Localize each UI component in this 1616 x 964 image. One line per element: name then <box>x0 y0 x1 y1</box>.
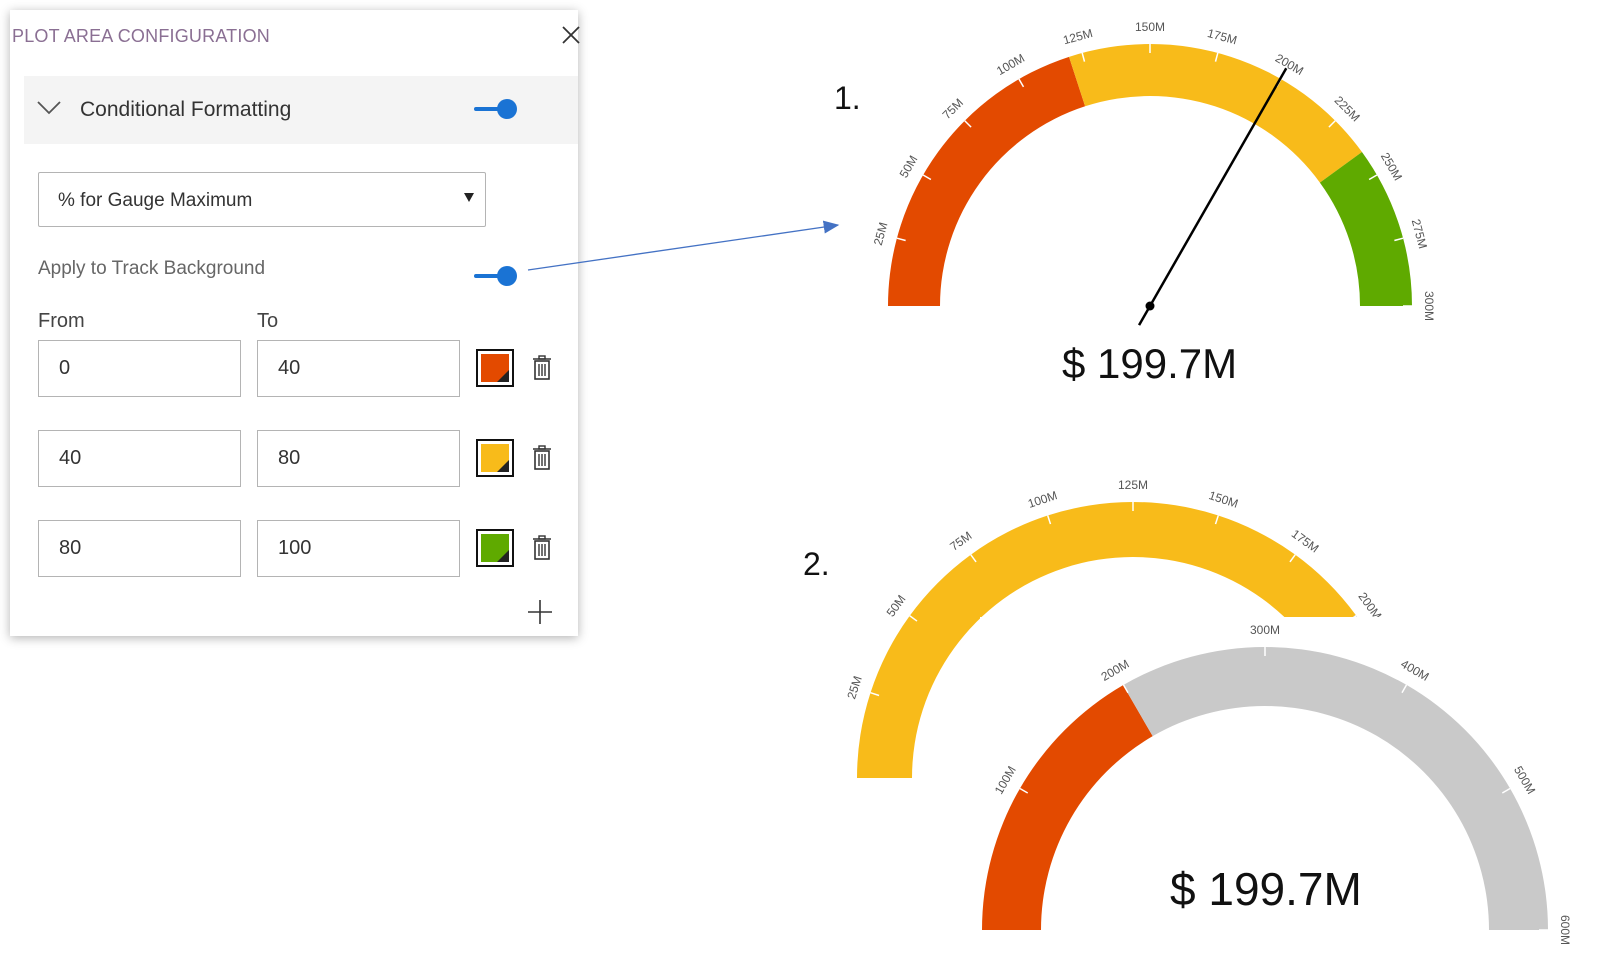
range-3-to-input[interactable] <box>257 520 460 577</box>
gauge-3-tick-label: 200M <box>1099 657 1132 684</box>
gauge-2-band-1 <box>857 501 1356 778</box>
gauge-1-tick-3 <box>964 120 972 128</box>
from-column-label: From <box>38 310 85 332</box>
range-2-color-picker[interactable] <box>476 439 514 477</box>
gauge-3-tick-5 <box>1501 787 1511 794</box>
range-3-color-picker[interactable] <box>476 529 514 567</box>
gauge-3-band-1 <box>982 685 1153 930</box>
gauge-1-tick-label: 150M <box>1135 20 1165 34</box>
conditional-formatting-toggle[interactable] <box>472 98 518 120</box>
gauge-1-tick-11 <box>1394 237 1404 242</box>
gauge-2-tick-1 <box>870 691 880 697</box>
toggle-knob <box>497 266 517 286</box>
chevron-down-icon <box>37 101 61 115</box>
figure-label-2: 2. <box>803 546 830 582</box>
gauge-1-tick-label: 25M <box>871 221 891 247</box>
gauge-1-value-label: $ 199.7M <box>1062 340 1238 387</box>
gauge-1-tick-4 <box>1018 78 1025 88</box>
apply-track-background-label: Apply to Track Background <box>38 258 266 279</box>
gauge-2-tick-label: 25M <box>844 674 865 701</box>
gauge-2-tick-label: 125M <box>1118 478 1148 492</box>
close-button[interactable] <box>560 24 582 46</box>
gauge-1-band-1 <box>888 56 1086 306</box>
range-3-from-input[interactable] <box>38 520 241 577</box>
plot-area-configuration-panel: PLOT AREA CONFIGURATION Conditional Form… <box>10 10 580 636</box>
range-1-to-input[interactable] <box>257 340 460 397</box>
gauge-3-tick-label: 300M <box>1250 623 1280 637</box>
gauge-1-needle-hub <box>1145 301 1155 311</box>
caret-down-icon <box>464 193 474 202</box>
trash-icon <box>533 445 551 470</box>
gauge-1-tick-1 <box>896 237 906 242</box>
toggle-knob <box>497 99 517 119</box>
mode-select[interactable]: % for Gauge Maximum <box>38 172 486 227</box>
gauge-1-band-2 <box>1069 44 1362 183</box>
gauge-1-tick-2 <box>922 174 932 181</box>
range-2-from-input[interactable] <box>38 430 241 487</box>
gauge-1-tick-10 <box>1368 174 1378 181</box>
range-1-delete-button[interactable] <box>531 355 553 381</box>
close-icon <box>562 26 580 44</box>
expand-section-button[interactable] <box>36 98 62 118</box>
plus-icon <box>528 600 552 624</box>
toggle-track <box>474 107 512 111</box>
trash-icon <box>533 535 551 560</box>
to-column-label: To <box>257 310 279 332</box>
gauge-1-tick-9 <box>1328 120 1336 128</box>
gauge-3-tick-label: 100M <box>992 764 1019 797</box>
gauge-3-band-2 <box>1123 646 1548 930</box>
gauge-1-needle <box>1137 67 1288 326</box>
section-title: Conditional Formatting <box>80 98 292 121</box>
gauge-2-tick-7 <box>1289 554 1296 563</box>
gauge-1-band-3 <box>1319 152 1412 306</box>
add-range-button[interactable] <box>526 598 554 626</box>
swatch-corner <box>497 460 509 472</box>
gauge-2-tick-6 <box>1214 515 1220 525</box>
trash-icon <box>533 355 551 380</box>
mode-select-value: % for Gauge Maximum <box>58 190 253 211</box>
gauge-3-tick-label: 600M <box>1558 915 1572 945</box>
gauge-2-tick-4 <box>1046 515 1052 525</box>
gauge-3-value-label: $ 199.7M <box>1170 863 1362 915</box>
range-2-to-input[interactable] <box>257 430 460 487</box>
range-3-delete-button[interactable] <box>531 535 553 561</box>
gauge-3-tick-label: 400M <box>1398 657 1431 684</box>
gauge-3-tick-1 <box>1019 787 1029 794</box>
swatch-corner <box>497 550 509 562</box>
gauge-2-tick-2 <box>909 615 918 622</box>
apply-track-background-toggle[interactable] <box>472 265 518 287</box>
range-1-from-input[interactable] <box>38 340 241 397</box>
panel-title: PLOT AREA CONFIGURATION <box>12 26 270 46</box>
range-2-delete-button[interactable] <box>531 445 553 471</box>
gauge-3-tick-label: 500M <box>1511 764 1538 797</box>
range-1-color-picker[interactable] <box>476 349 514 387</box>
gauge-3-tick-2 <box>1122 684 1129 694</box>
conditional-formatting-section-header: Conditional Formatting <box>24 76 578 144</box>
figure-label-1: 1. <box>834 80 861 116</box>
gauge-1-tick-5 <box>1081 52 1086 62</box>
gauge-3-tick-4 <box>1401 684 1408 694</box>
gauge-1-tick-7 <box>1214 52 1219 62</box>
toggle-track <box>474 274 512 278</box>
gauge-1-tick-label: 300M <box>1422 291 1436 321</box>
swatch-corner <box>497 370 509 382</box>
gauge-2-tick-3 <box>970 554 977 563</box>
